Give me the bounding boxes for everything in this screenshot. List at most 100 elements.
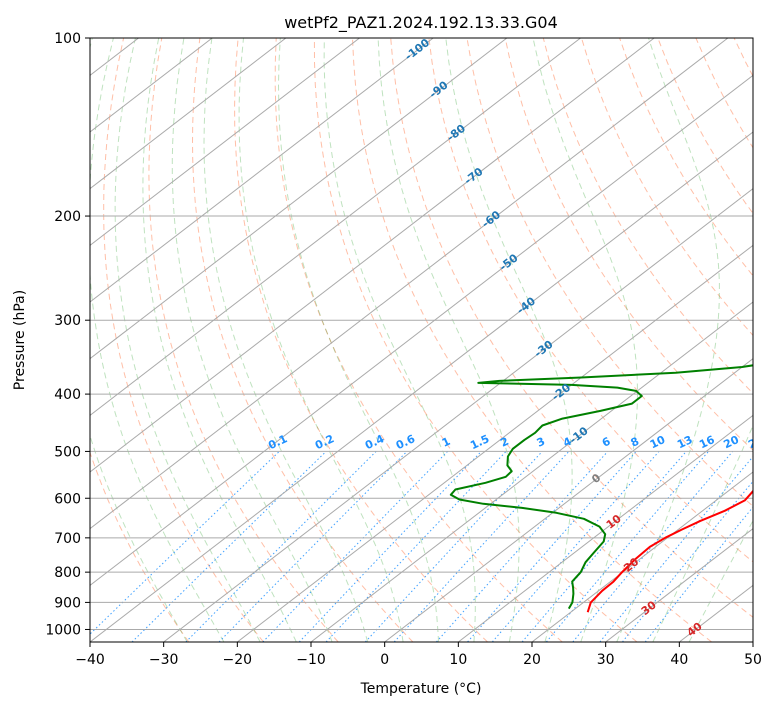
x-axis-label: Temperature (°C): [360, 681, 482, 697]
temperature-line: [586, 489, 753, 613]
isotherm-label: -70: [462, 165, 486, 188]
x-tick-label: 0: [380, 652, 389, 668]
dewpoint-line: [449, 364, 753, 610]
mixing-ratio-line: [298, 451, 482, 642]
mixing-ratio-line: [218, 451, 408, 642]
moist-adiabat: [616, 38, 720, 642]
y-tick-label: 900: [54, 595, 81, 611]
mixing-ratio-labels: 0.10.20.40.611.52346810131620253036: [266, 432, 775, 452]
mixing-ratio-label: 16: [697, 433, 717, 451]
mixing-ratio-label: 1: [440, 435, 452, 450]
y-tick-label: 300: [54, 313, 81, 329]
moist-adiabat: [445, 38, 573, 642]
moist-adiabat: [142, 38, 297, 642]
mixing-ratio-label: 3: [535, 435, 547, 450]
dry-adiabat: [695, 38, 753, 149]
x-axis: −40 −30 −20 −10 0 10 20 30 40 50: [75, 642, 762, 668]
isotherm-line: [90, 38, 287, 190]
dry-adiabat: [313, 38, 638, 642]
plot-frame: [89, 37, 754, 643]
moist-adiabat: [90, 38, 188, 642]
dry-adiabat: [191, 38, 414, 642]
isotherm-line: [90, 38, 581, 416]
moist-adiabat: [688, 519, 753, 642]
moist-adiabat: [114, 38, 261, 642]
y-tick-label: 100: [54, 31, 81, 47]
x-tick-label: −20: [223, 652, 253, 668]
profile-lines: [449, 364, 753, 613]
mixing-ratio-label: 0.2: [313, 432, 336, 452]
isotherm-label: -80: [444, 122, 468, 145]
dry-adiabat: [619, 38, 753, 277]
isotherm-label: 0: [589, 471, 603, 486]
y-tick-label: 600: [54, 491, 81, 507]
moist-adiabat: [323, 38, 476, 642]
isotherm-line: [90, 38, 655, 473]
grid-lines: [90, 38, 753, 642]
moist-adiabat: [277, 38, 439, 642]
y-tick-label: 400: [54, 387, 81, 403]
mixing-ratio-line: [325, 451, 507, 642]
mixing-ratio-label: 0.4: [363, 432, 386, 452]
y-tick-label: 700: [54, 531, 81, 547]
dry-adiabat: [234, 38, 488, 642]
isotherm-line: [679, 584, 753, 642]
isotherm-label: -30: [532, 338, 556, 361]
isotherm-label: -40: [514, 294, 538, 317]
dry-adiabat: [103, 38, 264, 642]
isotherm-line: [90, 38, 508, 360]
mixing-ratio-line: [521, 451, 687, 642]
x-tick-label: −30: [149, 652, 179, 668]
dry-adiabat: [466, 38, 753, 507]
isotherm-line: [90, 131, 753, 642]
dry-adiabat: [504, 38, 753, 451]
y-tick-label: 800: [54, 565, 81, 581]
isotherm-label: -60: [479, 208, 503, 231]
mixing-ratio-label: 13: [675, 433, 694, 451]
isotherm-line: [163, 188, 753, 642]
mixing-ratio-label: 10: [648, 433, 668, 451]
dry-adiabat: [657, 38, 753, 215]
y-tick-label: 1000: [45, 622, 81, 638]
mixing-ratio-line: [393, 451, 570, 642]
isotherm-label: -100: [402, 36, 432, 63]
moist-adiabat: [377, 38, 520, 642]
isotherm-line: [752, 641, 753, 642]
x-tick-label: 30: [597, 652, 615, 668]
y-axis: 1000 900 800 700 600 500 400 300 200 100: [45, 31, 90, 638]
mixing-ratio-line: [599, 455, 753, 642]
x-tick-label: 10: [449, 652, 467, 668]
background-lines: [90, 38, 753, 642]
isotherm-line: [237, 244, 753, 642]
mixing-ratio-label: 25: [746, 433, 765, 451]
dry-adiabat: [274, 38, 563, 642]
x-tick-label: 40: [670, 652, 688, 668]
isotherm-label: -90: [427, 78, 451, 101]
isotherm-line: [90, 38, 729, 530]
x-tick-label: −40: [75, 652, 105, 668]
y-axis-label: Pressure (hPa): [12, 290, 28, 390]
isotherm-label: 10: [604, 512, 624, 532]
dry-adiabat: [542, 38, 753, 395]
dry-adiabat: [90, 451, 190, 642]
x-tick-label: 20: [523, 652, 541, 668]
isotherm-label: -50: [497, 251, 521, 274]
mixing-ratio-label: 30: [767, 433, 775, 451]
isotherm-line: [531, 471, 753, 642]
x-tick-label: −10: [296, 652, 326, 668]
moist-adiabat: [238, 38, 404, 642]
isotherm-line: [310, 301, 753, 642]
chart-title: wetPf2_PAZ1.2024.192.13.33.G04: [284, 13, 558, 33]
mixing-ratio-line: [491, 451, 660, 642]
isotherm-line: [90, 38, 360, 246]
y-tick-label: 200: [54, 209, 81, 225]
moist-adiabat: [203, 38, 369, 642]
x-tick-label: 50: [744, 652, 762, 668]
moist-adiabat: [652, 424, 753, 642]
mixing-ratio-label: 20: [722, 433, 742, 451]
dry-adiabat: [352, 38, 713, 642]
isotherm-line: [605, 528, 753, 642]
mixing-ratio-line: [131, 451, 327, 642]
